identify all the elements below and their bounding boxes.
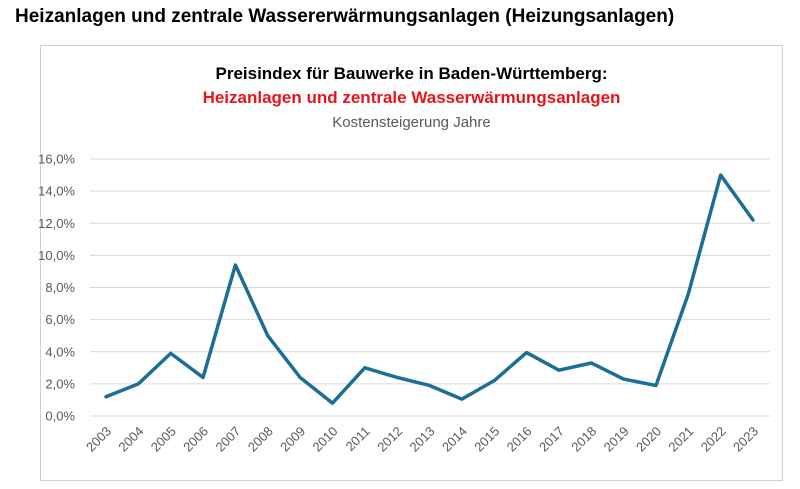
x-tick-label: 2007 xyxy=(212,424,243,455)
x-tick-label: 2012 xyxy=(374,424,405,455)
x-axis-ticks: 2003 2004 2005 2006 2007 2008 2009 2010 2011 2012… xyxy=(83,424,761,455)
data-point xyxy=(751,218,755,222)
chart-caption: Kostensteigerung Jahre xyxy=(332,114,491,131)
x-tick-label: 2019 xyxy=(601,424,632,455)
chart-title: Preisindex für Bauwerke in Baden-Württem… xyxy=(215,64,608,83)
data-point xyxy=(233,263,237,267)
y-tick-label: 10,0% xyxy=(38,248,75,263)
data-point xyxy=(686,292,690,296)
data-point xyxy=(428,383,431,387)
data-point xyxy=(298,375,302,379)
gridlines xyxy=(90,158,770,417)
x-tick-label: 2014 xyxy=(439,424,470,455)
x-tick-label: 2011 xyxy=(343,424,373,454)
x-tick-label: 2017 xyxy=(536,424,567,455)
series-line xyxy=(104,173,755,405)
y-tick-label: 0,0% xyxy=(45,409,75,424)
data-point xyxy=(589,361,593,365)
x-tick-label: 2023 xyxy=(730,424,761,455)
x-tick-label: 2016 xyxy=(504,424,535,455)
series-layer xyxy=(104,173,755,405)
y-tick-label: 4,0% xyxy=(45,344,75,359)
x-tick-label: 2005 xyxy=(148,424,179,455)
data-point xyxy=(525,351,529,355)
page-heading: Heizanlagen und zentrale Wassererwärmung… xyxy=(15,6,675,27)
x-tick-label: 2008 xyxy=(245,424,276,455)
data-point xyxy=(395,375,399,379)
x-tick-label: 2006 xyxy=(180,424,211,455)
data-point xyxy=(330,401,334,405)
x-tick-label: 2015 xyxy=(471,424,502,455)
x-tick-label: 2010 xyxy=(310,424,341,455)
chart-frame xyxy=(40,45,783,481)
data-point xyxy=(201,375,205,379)
x-tick-label: 2021 xyxy=(665,424,696,455)
x-tick-label: 2020 xyxy=(633,424,664,455)
y-tick-label: 2,0% xyxy=(45,376,75,391)
x-tick-label: 2004 xyxy=(115,424,146,455)
x-tick-label: 2003 xyxy=(83,424,114,455)
y-axis-ticks: 0,0% 2,0% 4,0% 6,0% 8,0% 10,0% 12,0% 14,0% 16,0% xyxy=(38,152,75,424)
x-tick-label: 2013 xyxy=(407,424,438,455)
data-point xyxy=(557,368,561,372)
data-point xyxy=(136,382,140,386)
data-point xyxy=(363,366,367,370)
y-tick-label: 16,0% xyxy=(38,152,75,167)
x-tick-label: 2018 xyxy=(568,424,599,455)
y-tick-label: 6,0% xyxy=(45,312,75,327)
data-point xyxy=(460,397,464,401)
x-tick-label: 2009 xyxy=(277,424,308,455)
x-tick-label: 2022 xyxy=(698,424,729,455)
data-point xyxy=(169,351,173,355)
y-tick-label: 12,0% xyxy=(38,216,75,231)
data-point xyxy=(622,377,626,381)
y-tick-label: 14,0% xyxy=(38,184,75,199)
data-point xyxy=(719,173,723,177)
data-point xyxy=(104,395,108,399)
data-point xyxy=(654,383,658,387)
data-point xyxy=(492,379,496,383)
data-point xyxy=(266,334,270,338)
y-tick-label: 8,0% xyxy=(45,280,75,295)
chart-subtitle: Heizanlagen und zentrale Wasserwärmungsa… xyxy=(202,88,621,107)
